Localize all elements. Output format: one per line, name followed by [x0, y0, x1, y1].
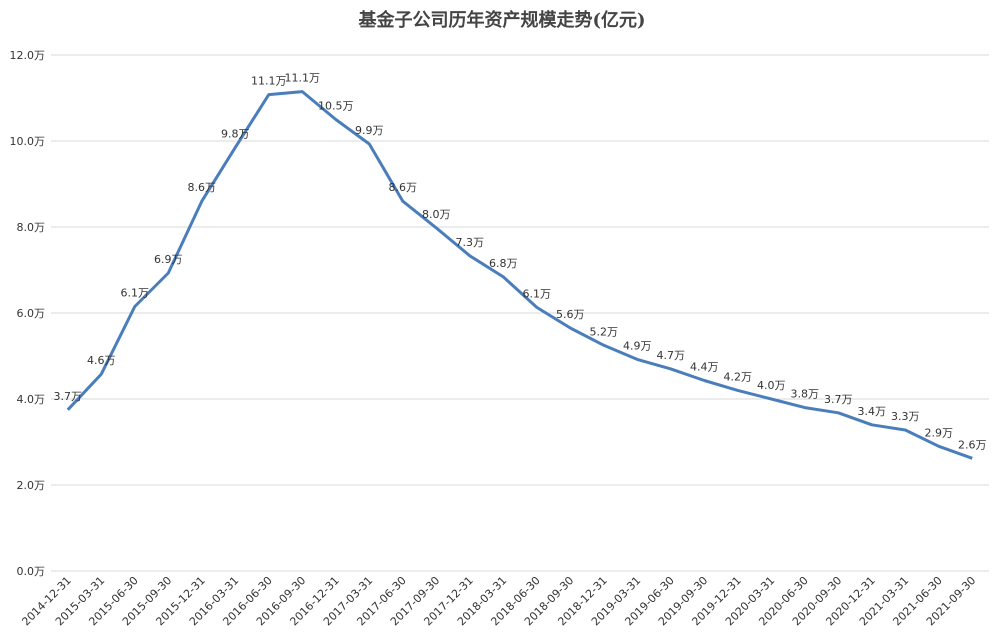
data-label: 4.4万 — [690, 361, 719, 374]
data-label: 5.2万 — [590, 325, 619, 338]
data-label: 2.9万 — [925, 426, 954, 439]
data-label: 9.8万 — [221, 127, 250, 140]
data-label: 7.3万 — [456, 236, 485, 249]
data-label: 9.9万 — [355, 124, 384, 137]
data-label: 11.1万 — [285, 72, 321, 85]
y-tick-label: 2.0万 — [17, 479, 46, 492]
data-label: 4.0万 — [757, 379, 786, 392]
data-label: 10.5万 — [318, 100, 354, 113]
y-tick-label: 6.0万 — [17, 307, 46, 320]
data-label: 3.8万 — [791, 388, 820, 401]
data-label: 3.4万 — [858, 405, 887, 418]
data-label: 5.6万 — [556, 308, 585, 321]
data-label: 4.6万 — [87, 354, 116, 367]
data-label: 3.3万 — [891, 410, 920, 423]
data-label: 3.7万 — [54, 390, 83, 403]
data-label: 4.2万 — [724, 370, 753, 383]
data-label: 3.7万 — [824, 393, 853, 406]
line-series — [66, 90, 973, 460]
data-label: 6.9万 — [154, 253, 183, 266]
data-label: 8.6万 — [188, 181, 217, 194]
data-label: 6.8万 — [489, 257, 518, 270]
data-label: 8.6万 — [389, 181, 418, 194]
data-label: 8.0万 — [422, 208, 451, 221]
data-label: 6.1万 — [523, 287, 552, 300]
chart-title: 基金子公司历年资产规模走势(亿元) — [357, 9, 645, 31]
y-tick-label: 0.0万 — [17, 565, 46, 578]
data-label: 11.1万 — [251, 75, 287, 88]
y-tick-label: 12.0万 — [10, 49, 46, 62]
y-tick-label: 8.0万 — [17, 221, 46, 234]
data-label: 4.9万 — [623, 339, 652, 352]
data-label: 4.7万 — [657, 349, 686, 362]
y-tick-label: 4.0万 — [17, 393, 46, 406]
y-tick-label: 10.0万 — [10, 135, 46, 148]
data-label: 2.6万 — [958, 438, 987, 451]
data-label: 6.1万 — [121, 287, 150, 300]
